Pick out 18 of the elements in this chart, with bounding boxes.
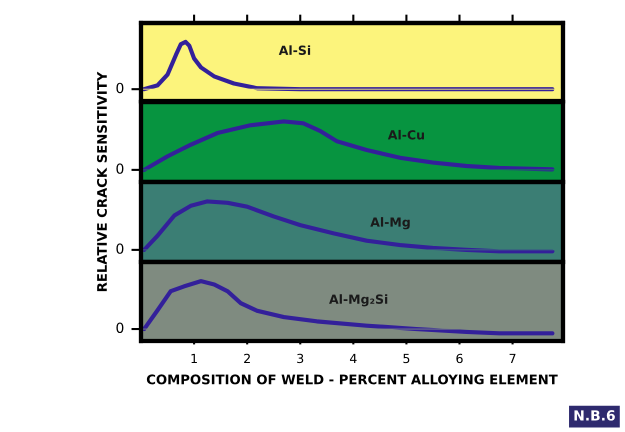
text: 0 [116,163,124,174]
x-tick-label: 3 [297,354,304,364]
x-tick-label: 4 [350,354,357,363]
text: 0 [116,82,124,94]
x-tick-label: 6 [456,354,463,364]
x-tick-label: 7 [510,354,516,363]
y-axis-title: RELATIVE CRACK SENSITIVITY [96,72,107,292]
x-tick-label: 1 [191,354,197,363]
series-label: Al-Cu [388,130,424,140]
text: 0 [116,322,124,334]
x-tick-label: 2 [244,354,250,363]
series-label: Al-Mg₂Si [329,294,388,306]
text: 0 [116,243,124,254]
text: Al-Si [278,45,310,55]
series-label: Al-Mg [370,217,410,230]
text: N.B.6 [574,410,615,421]
x-axis-title: COMPOSITION OF WELD - PERCENT ALLOYING ELEMENT [146,374,558,384]
x-tick-label: 5 [403,354,410,364]
